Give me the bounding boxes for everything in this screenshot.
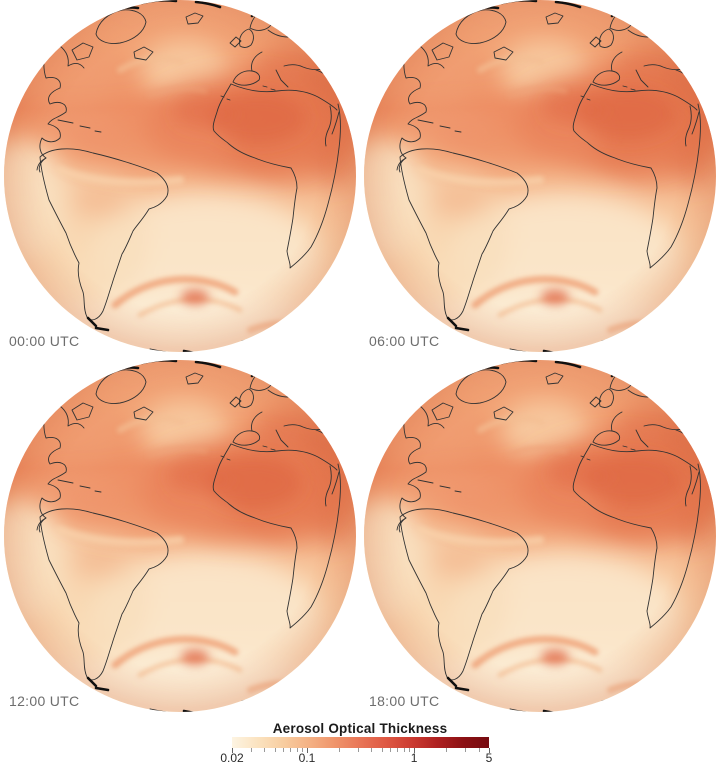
colorbar-tick-label: 0.1: [298, 751, 316, 765]
colorbar-minor-tick: [381, 748, 383, 752]
time-label: 12:00 UTC: [9, 693, 80, 709]
time-label: 06:00 UTC: [369, 333, 440, 349]
colorbar-minor-tick: [478, 748, 480, 752]
colorbar-minor-tick: [264, 748, 266, 752]
colorbar-minor-tick: [390, 748, 392, 752]
colorbar-tick-label: 0.02: [220, 751, 244, 765]
colorbar-gradient: [232, 737, 489, 748]
colorbar-minor-tick: [296, 748, 298, 752]
globe-panels-grid: 00:00 UTC 06:00 UTC 12:00 UTC: [0, 0, 720, 720]
colorbar-minor-tick: [397, 748, 399, 752]
colorbar-tick-label: 5: [485, 751, 493, 765]
colorbar-minor-tick: [465, 748, 467, 752]
colorbar-major-tick: [414, 748, 416, 753]
globe-map: [4, 0, 356, 352]
globe-panel-0600: 06:00 UTC: [360, 0, 720, 360]
globe-panel-1800: 18:00 UTC: [360, 360, 720, 720]
legend-title: Aerosol Optical Thickness: [272, 721, 448, 736]
time-label: 00:00 UTC: [9, 333, 80, 349]
colorbar-major-tick: [489, 748, 490, 753]
globe-panel-0000: 00:00 UTC: [0, 0, 360, 360]
colorbar-minor-tick: [250, 748, 252, 752]
colorbar-minor-tick: [446, 748, 448, 752]
colorbar-minor-tick: [339, 748, 341, 752]
colorbar-minor-tick: [302, 748, 303, 752]
colorbar-minor-tick: [409, 748, 411, 752]
colorbar-major-tick: [232, 748, 233, 753]
colorbar-minor-tick: [290, 748, 292, 752]
colorbar-minor-tick: [358, 748, 360, 752]
globe-map: [364, 0, 716, 352]
globe-map: [364, 360, 716, 712]
colorbar-ticks: [232, 748, 490, 754]
globe-map: [4, 360, 356, 712]
colorbar-minor-tick: [403, 748, 405, 752]
aot-legend: Aerosol Optical Thickness 0.02 0.1 1 5: [0, 720, 720, 765]
colorbar-minor-tick: [371, 748, 373, 752]
colorbar-minor-tick: [283, 748, 285, 752]
colorbar-minor-tick: [274, 748, 276, 752]
colorbar-tick-labels: 0.02 0.1 1 5: [220, 751, 492, 765]
time-label: 18:00 UTC: [369, 693, 440, 709]
colorbar-tick-label: 1: [410, 751, 418, 765]
globe-panel-1200: 12:00 UTC: [0, 360, 360, 720]
colorbar-major-tick: [306, 748, 308, 753]
